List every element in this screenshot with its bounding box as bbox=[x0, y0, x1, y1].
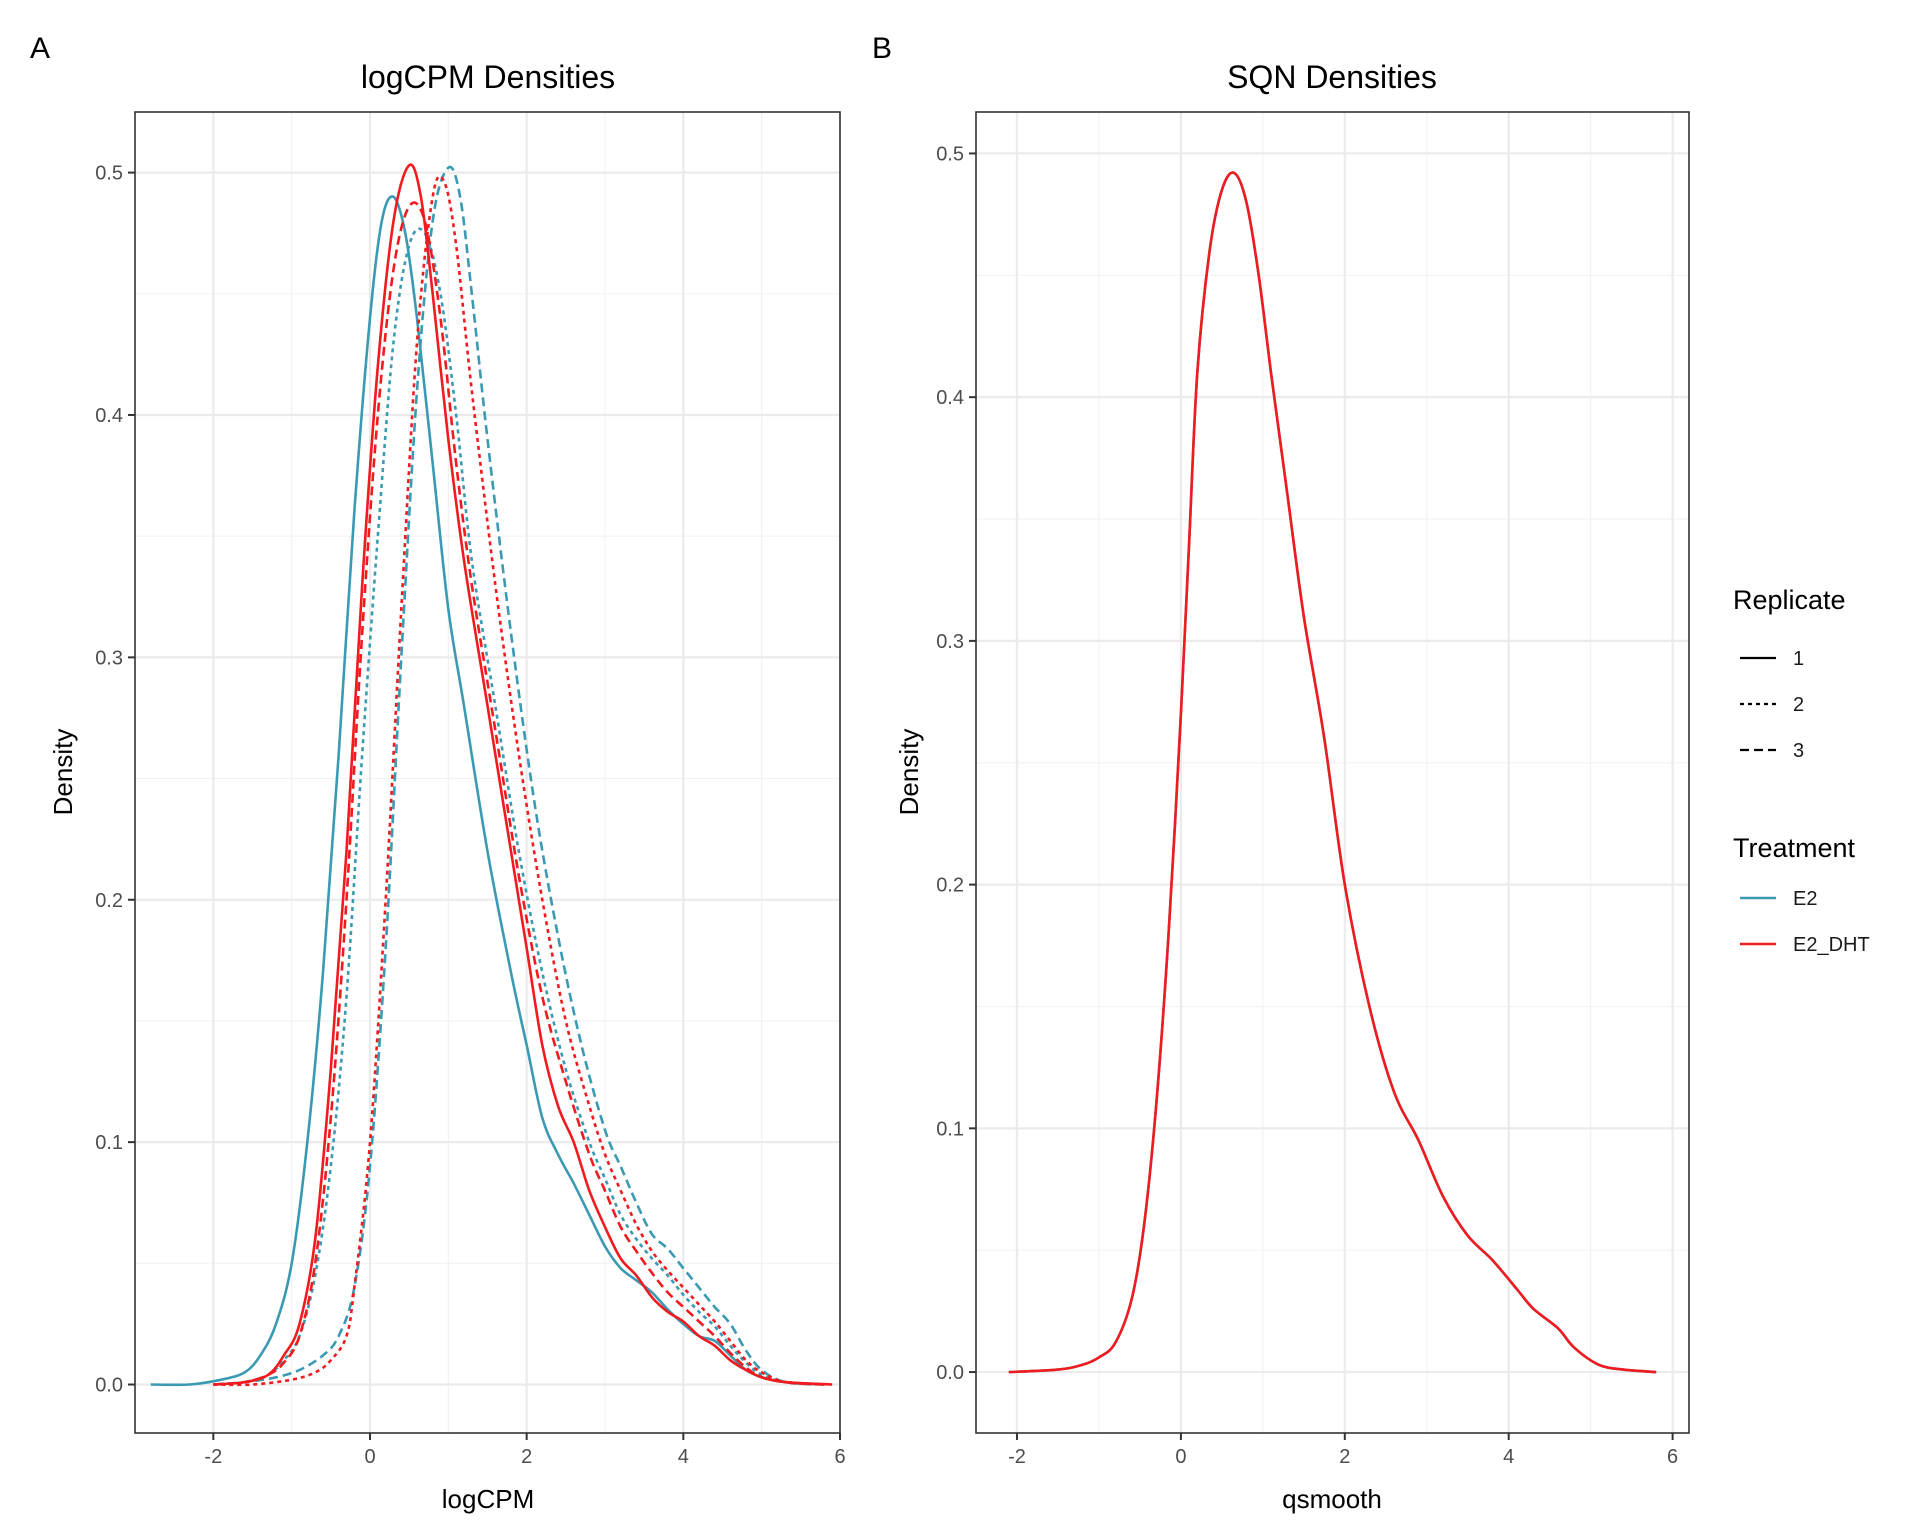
panel-b-title: SQN Densities bbox=[1227, 59, 1437, 95]
density-curve-e2-dht-rep1 bbox=[1008, 171, 1657, 1374]
legend-replicate-2-label: 2 bbox=[1793, 694, 1804, 716]
legend: Replicate 1 2 3 Treatment E2 E2_DHT bbox=[1733, 585, 1870, 956]
density-curve-e2-rep2 bbox=[213, 227, 825, 1386]
legend-replicate-3: 3 bbox=[1740, 740, 1804, 762]
legend-treatment-e2: E2 bbox=[1740, 888, 1817, 910]
legend-replicate-title: Replicate bbox=[1733, 585, 1846, 615]
panel-b-gridlines bbox=[976, 112, 1689, 1433]
legend-treatment-title: Treatment bbox=[1733, 833, 1856, 863]
panel-b-curves bbox=[1008, 171, 1657, 1374]
density-curve-e2-rep3 bbox=[213, 165, 825, 1386]
panel-b-y-axis: 0.0 0.1 0.2 0.3 0.4 0.5 bbox=[936, 143, 976, 1384]
y-tick-label: 0.2 bbox=[95, 890, 123, 912]
x-tick-label: 6 bbox=[1667, 1446, 1678, 1468]
density-curve-e2-rep1 bbox=[1008, 171, 1657, 1374]
x-tick-label: 2 bbox=[1339, 1446, 1350, 1468]
panel-b-y-axis-title: Density bbox=[894, 729, 924, 816]
y-tick-label: 0.1 bbox=[95, 1132, 123, 1154]
panel-b-letter: B bbox=[872, 32, 892, 65]
x-tick-label: 0 bbox=[1175, 1446, 1186, 1468]
x-tick-label: 4 bbox=[1503, 1446, 1514, 1468]
x-tick-label: 0 bbox=[364, 1446, 375, 1468]
panel-b-frame bbox=[975, 111, 1690, 1434]
panel-a-x-axis-title: logCPM bbox=[442, 1484, 534, 1514]
panel-b-x-axis-title: qsmooth bbox=[1282, 1484, 1382, 1514]
panel-a-x-axis: -2 0 2 4 6 bbox=[204, 1433, 846, 1468]
panel-a-title: logCPM Densities bbox=[361, 59, 615, 95]
legend-treatment-e2-dht: E2_DHT bbox=[1740, 934, 1870, 956]
x-tick-label: -2 bbox=[1008, 1446, 1026, 1468]
y-tick-label: 0.1 bbox=[936, 1118, 964, 1140]
y-tick-label: 0.5 bbox=[95, 163, 123, 185]
density-curve-e2-rep1 bbox=[150, 195, 825, 1387]
panel-a-gridlines bbox=[135, 112, 842, 1433]
panel-a: A logCPM Densities -2 0 2 4 6 0.00.10.20.30.… bbox=[30, 32, 846, 1514]
y-tick-label: 0.3 bbox=[936, 631, 964, 653]
panel-a-curves bbox=[150, 163, 833, 1387]
legend-replicate-3-label: 3 bbox=[1793, 740, 1804, 762]
density-curve-e2-dht-rep3 bbox=[213, 201, 825, 1386]
legend-replicate-2: 2 bbox=[1740, 694, 1804, 716]
legend-treatment-e2-dht-label: E2_DHT bbox=[1793, 934, 1870, 956]
panel-a-letter: A bbox=[30, 32, 50, 65]
panel-a-y-axis: 0.0 0.1 0.2 0.3 0.4 0.5 bbox=[95, 163, 135, 1397]
y-tick-label: 0.2 bbox=[936, 875, 964, 897]
y-tick-label: 0.0 bbox=[95, 1375, 123, 1397]
legend-replicate-1-label: 1 bbox=[1793, 648, 1804, 670]
y-tick-label: 0.0 bbox=[936, 1362, 964, 1384]
density-curve-e2-dht-rep2 bbox=[213, 175, 825, 1387]
panel-b-x-axis: -2 0 2 4 6 bbox=[1008, 1433, 1678, 1468]
y-tick-label: 0.4 bbox=[936, 387, 964, 409]
panel-a-frame bbox=[134, 111, 841, 1434]
x-tick-label: 4 bbox=[678, 1446, 689, 1468]
y-tick-label: 0.5 bbox=[936, 143, 964, 165]
panel-b: B SQN Densities -2 0 2 4 6 0.00.10.20.30.40.… bbox=[872, 32, 1690, 1514]
x-tick-label: 6 bbox=[834, 1446, 845, 1468]
legend-treatment-e2-label: E2 bbox=[1793, 888, 1817, 910]
density-curve-e2-dht-rep1 bbox=[213, 163, 833, 1386]
y-tick-label: 0.4 bbox=[95, 405, 123, 427]
legend-replicate-1: 1 bbox=[1740, 648, 1804, 670]
panel-a-y-axis-title: Density bbox=[48, 729, 78, 816]
y-tick-label: 0.3 bbox=[95, 647, 123, 669]
x-tick-label: -2 bbox=[204, 1446, 222, 1468]
x-tick-label: 2 bbox=[521, 1446, 532, 1468]
